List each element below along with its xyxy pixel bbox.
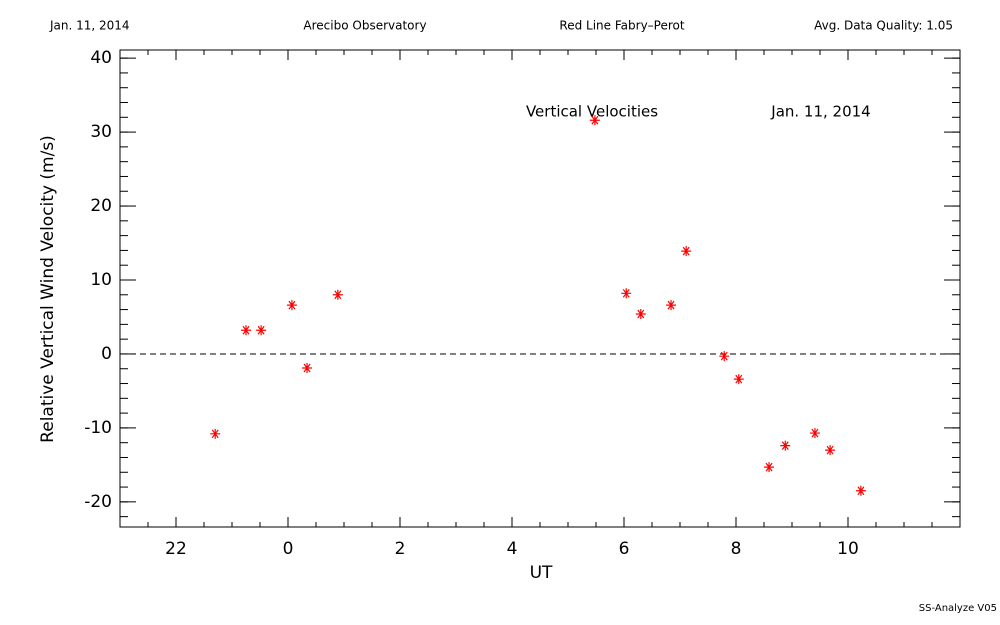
point — [210, 428, 221, 439]
point — [635, 309, 646, 320]
footer: SS-Analyze V05 — [919, 603, 997, 614]
x-tick-label: 22 — [165, 539, 187, 559]
y-tick-label: -10 — [84, 418, 112, 438]
point — [332, 289, 343, 300]
point — [302, 363, 313, 373]
point — [241, 325, 251, 336]
x-tick-label: 6 — [619, 539, 630, 559]
header-quality: Avg. Data Quality: 1.05 — [814, 19, 953, 33]
point — [733, 374, 744, 385]
point — [809, 428, 820, 439]
y-tick-label: 10 — [90, 270, 112, 290]
point — [764, 462, 775, 473]
header-instrument: Red Line Fabry–Perot — [559, 19, 684, 33]
y-tick-label: 40 — [90, 48, 112, 68]
point — [780, 440, 791, 451]
header-site: Arecibo Observatory — [303, 19, 426, 33]
point — [621, 288, 632, 299]
y-tick-label: -20 — [84, 492, 112, 512]
point — [825, 445, 836, 456]
x-tick-label: 4 — [507, 539, 518, 559]
y-tick-label: 0 — [101, 344, 112, 364]
y-tick-label: 30 — [90, 122, 112, 142]
point — [256, 325, 267, 336]
x-tick-label: 10 — [837, 539, 859, 559]
point — [855, 485, 866, 496]
point — [286, 300, 297, 311]
point — [719, 351, 730, 362]
point — [589, 115, 600, 126]
x-tick-label: 8 — [731, 539, 742, 559]
header-date: Jan. 11, 2014 — [49, 19, 130, 33]
x-tick-label: 2 — [395, 539, 406, 559]
point — [666, 300, 677, 311]
annotation: Vertical Velocities — [526, 103, 658, 121]
y-axis-label: Relative Vertical Wind Velocity (m/s) — [38, 135, 58, 443]
point — [681, 246, 692, 257]
annotation: Jan. 11, 2014 — [770, 103, 870, 121]
x-tick-label: 0 — [283, 539, 294, 559]
y-tick-label: 20 — [90, 196, 112, 216]
x-axis-label: UT — [530, 563, 553, 583]
plot-frame — [119, 49, 961, 528]
